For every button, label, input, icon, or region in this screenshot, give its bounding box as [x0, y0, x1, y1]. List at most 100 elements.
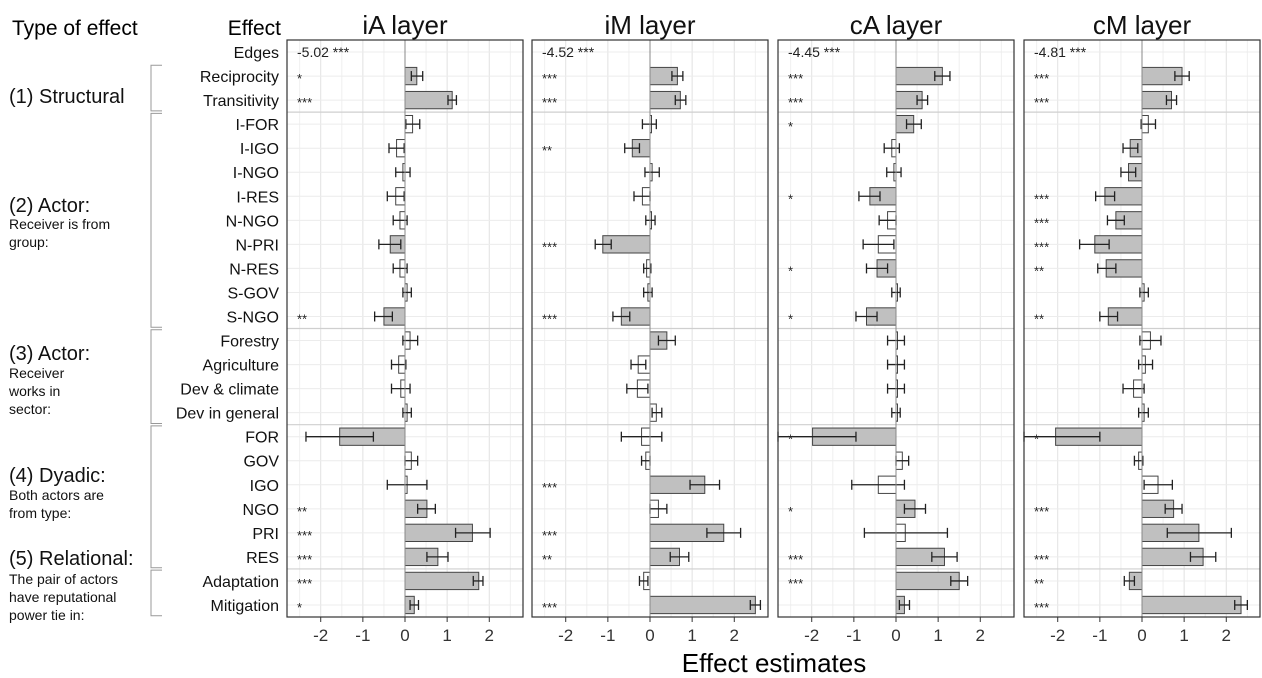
x-tick-label: 0 — [645, 626, 654, 645]
effect-label: PRI — [252, 526, 279, 543]
group-bracket — [150, 112, 162, 328]
significance-stars: * — [297, 71, 302, 86]
x-tick-label: 2 — [730, 626, 739, 645]
group-bracket — [150, 64, 162, 112]
significance-stars: ** — [542, 552, 552, 567]
effect-label: S-NGO — [227, 309, 279, 326]
group-bracket — [150, 329, 162, 424]
group-sublabel: have reputational — [9, 589, 116, 605]
x-tick-label: -1 — [846, 626, 861, 645]
group-label: (3) Actor: — [9, 343, 90, 365]
significance-stars: *** — [542, 480, 557, 495]
x-tick-label: 2 — [976, 626, 985, 645]
significance-stars: *** — [542, 600, 557, 615]
effect-label: FOR — [245, 430, 279, 447]
panel-title: iM layer — [604, 10, 695, 40]
x-tick-label: -2 — [313, 626, 328, 645]
significance-stars: *** — [1034, 239, 1049, 254]
effect-label: Forestry — [220, 334, 279, 351]
effect-header: Effect — [228, 17, 281, 40]
significance-stars: ** — [297, 311, 307, 326]
type-of-effect-header: Type of effect — [12, 17, 138, 40]
significance-stars: *** — [1034, 552, 1049, 567]
significance-stars: *** — [788, 95, 803, 110]
effect-label: I-IGO — [240, 141, 279, 158]
x-tick-label: 0 — [1137, 626, 1146, 645]
group-label: (4) Dyadic: — [9, 465, 106, 487]
significance-stars: ** — [1034, 576, 1044, 591]
significance-stars: *** — [1034, 504, 1049, 519]
significance-stars: *** — [1034, 191, 1049, 206]
significance-stars: * — [788, 119, 793, 134]
significance-stars: *** — [542, 71, 557, 86]
effect-label: Adaptation — [202, 574, 279, 591]
panel-title: cM layer — [1093, 10, 1192, 40]
group-sublabel: works in — [8, 383, 60, 399]
edges-estimate: -4.52 *** — [542, 44, 595, 60]
significance-stars: * — [788, 263, 793, 278]
significance-stars: *** — [788, 552, 803, 567]
bar — [649, 595, 756, 615]
significance-stars: *** — [297, 528, 312, 543]
group-sublabel: sector: — [9, 401, 51, 417]
x-tick-label: 0 — [400, 626, 409, 645]
effect-label: Edges — [234, 45, 279, 62]
panel: cA layer******************-4.45 ***-2 -1 0… — [777, 10, 1015, 645]
bar — [895, 571, 960, 591]
group-sublabel: The pair of actors — [9, 571, 118, 587]
edges-estimate: -4.45 *** — [788, 44, 841, 60]
bar — [1141, 595, 1242, 615]
significance-stars: *** — [1034, 95, 1049, 110]
effect-label: Reciprocity — [200, 69, 279, 86]
significance-stars: ** — [542, 143, 552, 158]
significance-stars: * — [788, 311, 793, 326]
x-tick-label: 1 — [442, 626, 451, 645]
x-tick-label: -2 — [1050, 626, 1065, 645]
x-axis-label: Effect estimates — [682, 648, 867, 678]
edges-estimate: -4.81 *** — [1034, 44, 1087, 60]
effect-label: N-PRI — [235, 237, 279, 254]
effect-groups: (1) Structural (2) Actor:Receiver is from… — [8, 64, 162, 623]
significance-stars: * — [788, 504, 793, 519]
effect-label: S-GOV — [227, 285, 279, 302]
bar — [404, 571, 480, 591]
effect-label: Transitivity — [203, 93, 279, 110]
effect-label: Dev & climate — [180, 382, 279, 399]
panel: cM layer*******************************-… — [1023, 10, 1261, 645]
effect-label: GOV — [243, 454, 279, 471]
significance-stars: * — [1034, 432, 1039, 447]
edges-estimate: -5.02 *** — [297, 44, 350, 60]
panels: iA layer******************-5.02 ***-2 -1 0… — [286, 10, 1261, 645]
x-tick-label: 1 — [933, 626, 942, 645]
panel-title: cA layer — [850, 10, 943, 40]
significance-stars: ** — [1034, 263, 1044, 278]
effect-label: Mitigation — [211, 598, 279, 615]
group-label: (5) Relational: — [9, 548, 134, 570]
significance-stars: *** — [1034, 215, 1049, 230]
effect-label: I-FOR — [235, 117, 279, 134]
significance-stars: *** — [542, 311, 557, 326]
panel-title: iA layer — [362, 10, 448, 40]
bar — [404, 90, 453, 110]
significance-stars: *** — [1034, 600, 1049, 615]
significance-stars: *** — [788, 71, 803, 86]
x-tick-label: -1 — [1092, 626, 1107, 645]
x-tick-label: -1 — [355, 626, 370, 645]
x-tick-label: 1 — [1179, 626, 1188, 645]
significance-stars: * — [788, 191, 793, 206]
significance-stars: * — [788, 432, 793, 447]
significance-stars: *** — [297, 576, 312, 591]
group-sublabel: power tie in: — [9, 607, 84, 623]
significance-stars: *** — [1034, 71, 1049, 86]
effect-label: I-RES — [236, 189, 279, 206]
effect-label: NGO — [243, 502, 279, 519]
significance-stars: ** — [1034, 311, 1044, 326]
effect-label: IGO — [250, 478, 279, 495]
significance-stars: *** — [297, 95, 312, 110]
panel: iM layer*************************-4.52 *… — [531, 10, 769, 645]
significance-stars: *** — [788, 576, 803, 591]
effect-label: N-RES — [229, 261, 279, 278]
group-sublabel: Both actors are — [9, 487, 104, 503]
x-tick-label: 2 — [1222, 626, 1231, 645]
